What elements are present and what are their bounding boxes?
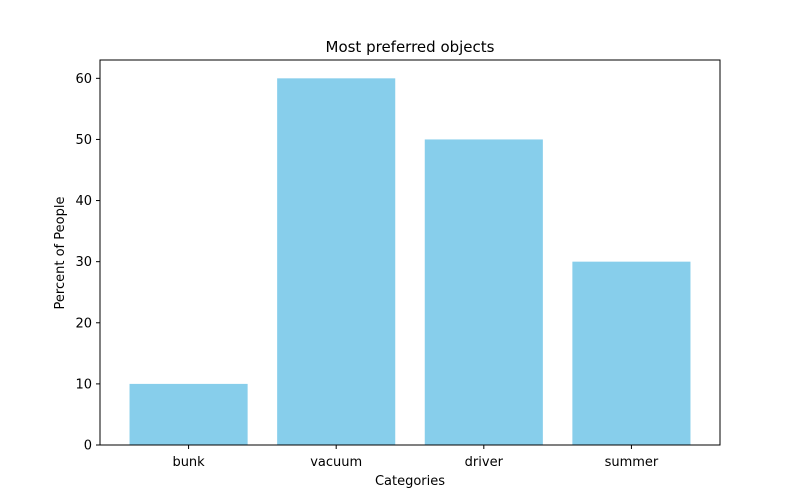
x-tick-label: bunk	[172, 455, 205, 470]
y-axis: 0 10 20 30 40 50 60	[75, 72, 100, 454]
bar-summer	[572, 261, 691, 445]
chart-title: Most preferred objects	[326, 38, 495, 56]
bar-bunk	[129, 383, 248, 445]
bar-vacuum	[277, 78, 396, 445]
y-tick-label: 20	[75, 316, 92, 331]
y-tick-label: 60	[75, 72, 92, 87]
plot-frame	[99, 59, 721, 446]
y-axis-label: Percent of People	[53, 197, 68, 310]
x-axis-label: Categories	[375, 474, 445, 489]
x-tick-label: summer	[605, 455, 659, 470]
y-tick-label: 50	[75, 133, 92, 148]
y-tick-label: 10	[75, 377, 92, 392]
x-axis: bunk vacuum driver summer	[172, 445, 659, 470]
bar-driver	[424, 139, 543, 445]
bars-group	[129, 78, 691, 445]
y-tick-label: 40	[75, 194, 92, 209]
y-tick-label: 0	[84, 439, 92, 454]
y-tick-label: 30	[75, 255, 92, 270]
x-tick-label: driver	[465, 455, 504, 470]
x-tick-label: vacuum	[310, 455, 362, 470]
